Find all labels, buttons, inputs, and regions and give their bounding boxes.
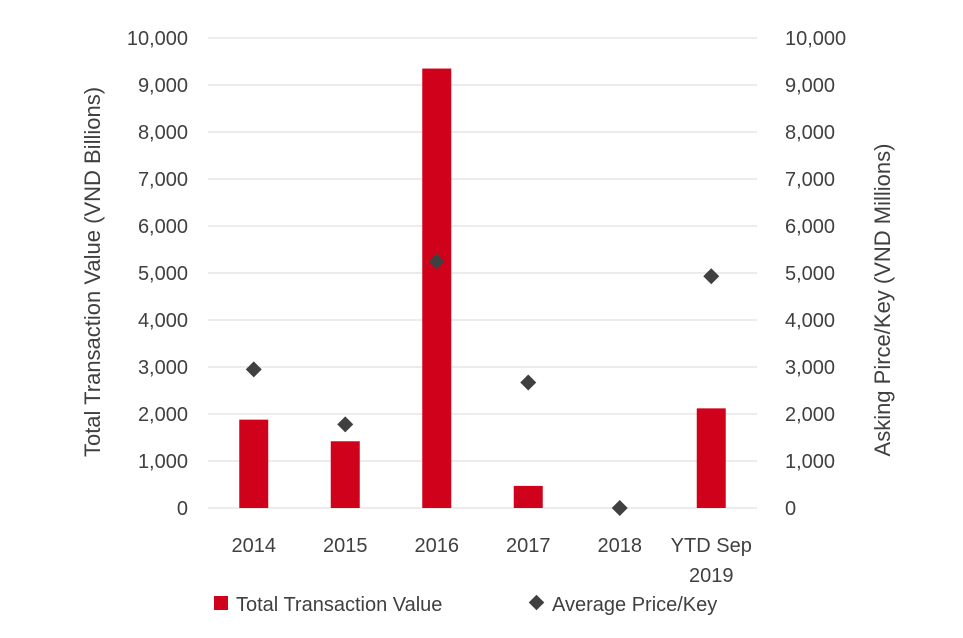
left-tick-label: 9,000 [138, 75, 188, 97]
bar [422, 68, 452, 509]
gridlines [208, 37, 757, 509]
bar-series [239, 68, 726, 509]
left-tick-label: 8,000 [138, 122, 188, 144]
right-axis-title: Asking Pirce/Key (VND Millions) [870, 144, 895, 457]
right-tick-label: 8,000 [785, 122, 835, 144]
left-tick-label: 3,000 [138, 357, 188, 379]
x-tick-label: 2016 [415, 535, 460, 557]
bar [513, 485, 543, 508]
bar [330, 441, 360, 508]
x-axis-ticks: 2014 2015 2016 2017 2018 YTD Sep 2019 [232, 535, 752, 587]
left-tick-label: 1,000 [138, 451, 188, 473]
point-marker [520, 374, 537, 391]
left-tick-label: 0 [177, 498, 188, 520]
point-marker [337, 416, 354, 433]
left-tick-label: 7,000 [138, 169, 188, 191]
legend-marker-average-price-key [528, 594, 545, 611]
right-axis-ticks: 0 1,000 2,000 3,000 4,000 5,000 6,000 7,000 8,00… [785, 28, 846, 520]
x-tick-label: 2015 [323, 535, 368, 557]
left-tick-label: 4,000 [138, 310, 188, 332]
right-tick-label: 3,000 [785, 357, 835, 379]
point-marker [245, 361, 262, 378]
legend: Total Transaction Value Average Price/Ke… [214, 594, 717, 616]
legend-label-total-transaction-value: Total Transaction Value [236, 594, 442, 616]
x-tick-label: 2014 [232, 535, 277, 557]
marker-series [245, 253, 720, 516]
legend-label-average-price-key: Average Price/Key [552, 594, 717, 616]
bar [239, 419, 269, 508]
bar [696, 408, 726, 508]
point-marker [611, 500, 628, 516]
right-tick-label: 10,000 [785, 28, 846, 50]
right-tick-label: 5,000 [785, 263, 835, 285]
left-axis-ticks: 0 1,000 2,000 3,000 4,000 5,000 6,000 7,000 8,00… [127, 28, 188, 520]
x-tick-label: YTD Sep 2019 [671, 535, 752, 587]
right-tick-label: 2,000 [785, 404, 835, 426]
right-tick-label: 9,000 [785, 75, 835, 97]
point-marker [703, 268, 720, 285]
legend-swatch-total-transaction-value [214, 596, 228, 610]
x-tick-label: 2017 [506, 535, 551, 557]
right-tick-label: 7,000 [785, 169, 835, 191]
right-tick-label: 6,000 [785, 216, 835, 238]
left-tick-label: 5,000 [138, 263, 188, 285]
point-marker [428, 253, 445, 270]
right-tick-label: 4,000 [785, 310, 835, 332]
right-tick-label: 0 [785, 498, 796, 520]
left-tick-label: 6,000 [138, 216, 188, 238]
left-axis-title: Total Transaction Value (VND Billions) [80, 87, 105, 457]
x-tick-label: 2018 [598, 535, 643, 557]
left-tick-label: 2,000 [138, 404, 188, 426]
left-tick-label: 10,000 [127, 28, 188, 50]
right-tick-label: 1,000 [785, 451, 835, 473]
